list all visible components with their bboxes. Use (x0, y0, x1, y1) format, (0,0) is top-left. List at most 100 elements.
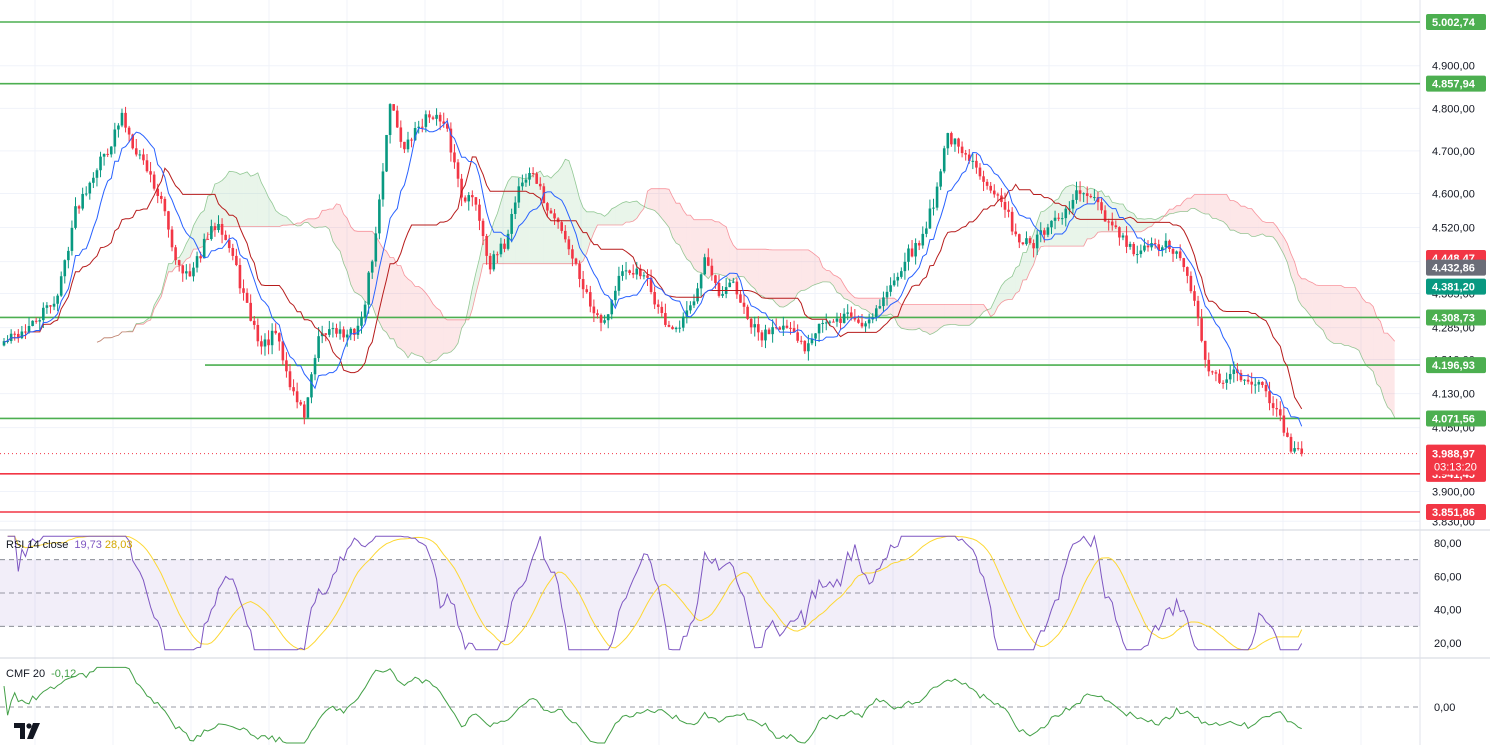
candle-body[interactable] (145, 160, 149, 172)
candle-body[interactable] (1257, 381, 1261, 385)
candle-body[interactable] (256, 324, 260, 342)
candle-body[interactable] (524, 179, 528, 183)
candle-body[interactable] (88, 182, 92, 194)
candle-body[interactable] (1275, 408, 1278, 410)
candle-body[interactable] (449, 128, 453, 153)
candle-body[interactable] (810, 338, 814, 344)
candle-body[interactable] (206, 238, 210, 240)
candle-body[interactable] (1232, 369, 1236, 375)
candle-body[interactable] (939, 171, 942, 187)
candle-body[interactable] (739, 294, 742, 303)
candle-body[interactable] (885, 291, 889, 298)
candle-body[interactable] (492, 254, 496, 270)
candle-body[interactable] (903, 261, 907, 272)
candle-body[interactable] (285, 360, 288, 372)
candle-body[interactable] (185, 271, 188, 274)
candle-body[interactable] (950, 133, 953, 145)
candle-body[interactable] (471, 195, 474, 198)
candle-body[interactable] (210, 226, 213, 240)
candle-body[interactable] (789, 327, 792, 329)
candle-body[interactable] (303, 404, 306, 418)
candle-body[interactable] (1085, 193, 1089, 196)
candle-body[interactable] (463, 197, 467, 202)
candle-body[interactable] (771, 327, 774, 335)
candle-body[interactable] (921, 233, 925, 246)
candle-body[interactable] (456, 162, 460, 179)
candle-body[interactable] (842, 313, 846, 323)
candle-body[interactable] (1014, 231, 1018, 235)
candle-body[interactable] (438, 114, 442, 122)
candle-body[interactable] (70, 227, 74, 251)
candle-body[interactable] (878, 306, 882, 309)
candle-body[interactable] (799, 340, 803, 342)
candle-body[interactable] (1139, 250, 1143, 255)
candle-body[interactable] (63, 260, 67, 277)
candle-body[interactable] (646, 275, 649, 278)
candle-body[interactable] (345, 334, 349, 338)
candle-body[interactable] (138, 154, 142, 156)
candle-body[interactable] (167, 211, 170, 230)
candle-body[interactable] (170, 229, 174, 248)
rsi-pane[interactable] (0, 534, 1420, 651)
candle-body[interactable] (124, 112, 127, 128)
candle-body[interactable] (288, 371, 292, 388)
candle-body[interactable] (34, 320, 38, 322)
candle-body[interactable] (1135, 254, 1139, 256)
candle-body[interactable] (1003, 201, 1007, 210)
candle-body[interactable] (914, 243, 917, 257)
candle-body[interactable] (156, 188, 160, 196)
candle-body[interactable] (975, 160, 978, 168)
candle-body[interactable] (1068, 208, 1071, 210)
candle-body[interactable] (1189, 275, 1193, 292)
cmf-pane[interactable] (0, 666, 1420, 744)
candle-body[interactable] (535, 173, 538, 184)
candle-body[interactable] (792, 328, 796, 333)
candle-body[interactable] (106, 153, 109, 155)
candle-body[interactable] (238, 265, 242, 289)
candle-body[interactable] (1239, 373, 1243, 381)
candle-body[interactable] (1025, 238, 1028, 245)
candle-body[interactable] (27, 325, 31, 333)
candle-body[interactable] (149, 171, 152, 175)
candle-body[interactable] (875, 308, 878, 318)
candle-body[interactable] (263, 339, 267, 347)
candle-body[interactable] (706, 257, 710, 266)
candle-body[interactable] (606, 314, 610, 321)
candle-body[interactable] (892, 280, 896, 286)
candle-body[interactable] (1057, 217, 1060, 219)
candle-body[interactable] (24, 331, 27, 333)
candle-body[interactable] (349, 328, 353, 335)
candle-body[interactable] (399, 127, 403, 142)
candle-body[interactable] (849, 312, 853, 317)
candle-body[interactable] (163, 198, 167, 212)
candle-body[interactable] (710, 265, 714, 276)
candle-body[interactable] (832, 321, 835, 323)
candle-body[interactable] (1125, 235, 1128, 247)
candle-body[interactable] (1143, 245, 1146, 251)
candle-body[interactable] (403, 141, 406, 150)
candle-body[interactable] (160, 195, 163, 199)
candle-body[interactable] (767, 329, 771, 335)
candle-body[interactable] (1271, 403, 1275, 409)
candle-body[interactable] (889, 285, 892, 292)
candle-body[interactable] (1243, 379, 1246, 381)
candle-body[interactable] (428, 114, 431, 118)
candle-body[interactable] (1153, 243, 1157, 245)
candle-body[interactable] (306, 397, 310, 418)
cmf-legend[interactable]: CMF 20 -0,12 (6, 668, 79, 680)
candle-body[interactable] (817, 323, 821, 334)
candle-body[interactable] (249, 302, 252, 321)
candle-body[interactable] (660, 306, 664, 314)
candle-body[interactable] (435, 114, 438, 119)
candle-body[interactable] (270, 330, 274, 346)
candle-body[interactable] (1196, 300, 1200, 319)
candle-body[interactable] (1175, 251, 1178, 254)
candle-body[interactable] (488, 255, 492, 270)
candle-body[interactable] (1203, 340, 1207, 360)
candle-body[interactable] (1228, 374, 1232, 380)
candle-body[interactable] (917, 243, 921, 246)
candle-body[interactable] (985, 181, 989, 186)
candle-body[interactable] (81, 193, 84, 209)
candle-body[interactable] (678, 327, 681, 329)
candle-body[interactable] (828, 321, 832, 323)
